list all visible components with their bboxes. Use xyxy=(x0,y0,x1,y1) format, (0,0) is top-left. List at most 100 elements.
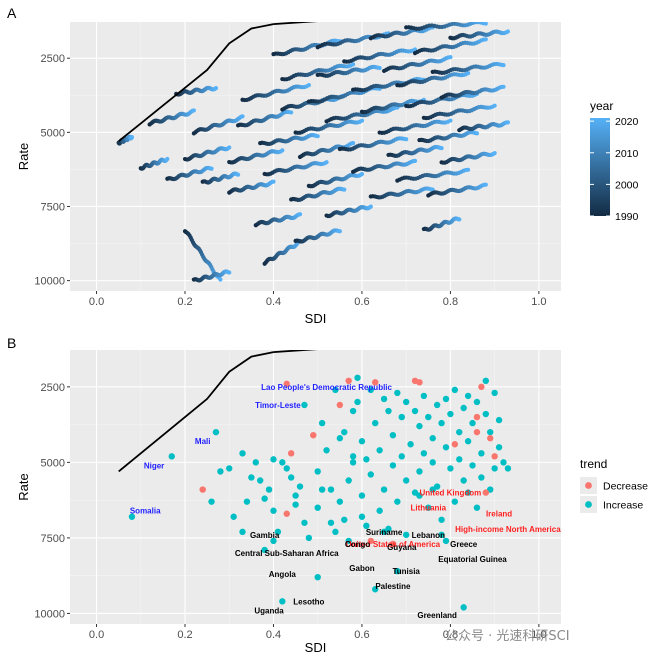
y-axis-title: Rate xyxy=(16,143,31,170)
increase-point xyxy=(217,468,224,475)
country-year-point xyxy=(448,118,453,123)
decrease-point xyxy=(367,537,374,545)
country-year-point xyxy=(412,158,418,163)
decrease-point xyxy=(482,489,490,496)
x-tick-label: 0.2 xyxy=(177,629,192,641)
country-annotation: Ireland xyxy=(486,510,512,519)
country-year-point xyxy=(404,137,409,142)
increase-point xyxy=(385,407,392,415)
increase-point xyxy=(270,456,277,463)
country-year-point xyxy=(280,148,285,153)
x-tick-label: 0.2 xyxy=(177,296,192,308)
watermark-text: 公众号 · 光速科研SCI xyxy=(445,629,570,644)
decrease-point xyxy=(345,377,352,385)
increase-point xyxy=(416,422,423,430)
increase-point xyxy=(318,419,326,427)
country-year-point xyxy=(448,55,453,60)
increase-point xyxy=(438,516,445,523)
increase-point xyxy=(314,468,321,475)
country-annotation: Lesotho xyxy=(293,597,324,606)
country-annotation: High-income North America xyxy=(455,525,561,534)
country-year-point xyxy=(466,167,471,172)
country-annotation: Gabon xyxy=(349,564,374,573)
increase-point xyxy=(265,486,273,493)
increase-point xyxy=(398,453,405,460)
increase-point xyxy=(482,410,490,418)
increase-point xyxy=(296,483,304,490)
increase-point xyxy=(447,465,454,472)
increase-point xyxy=(394,389,401,397)
increase-point xyxy=(380,486,388,493)
increase-point xyxy=(469,462,476,469)
legend-title: year xyxy=(590,99,613,113)
country-year-point xyxy=(342,187,347,192)
increase-point xyxy=(318,486,326,493)
increase-point xyxy=(349,407,357,415)
country-year-point xyxy=(165,156,170,162)
increase-point xyxy=(451,386,459,394)
x-tick-label: 0.8 xyxy=(443,296,458,308)
country-year-point xyxy=(240,114,245,119)
year-legend: year 1990 2000 2010 2020 xyxy=(590,99,639,223)
increase-point xyxy=(327,519,335,526)
increase-point xyxy=(482,377,490,385)
decrease-point xyxy=(478,383,485,391)
colorbar-label: 1990 xyxy=(615,211,639,223)
country-year-point xyxy=(337,229,342,234)
decrease-point xyxy=(336,401,344,409)
panel-b: 0.0 0.2 0.4 0.6 0.8 1.0 2500 5000 7500 10000 SDI Ra… xyxy=(16,350,561,655)
increase-point xyxy=(252,459,259,466)
increase-point xyxy=(473,398,481,406)
country-year-point xyxy=(501,63,506,68)
increase-point xyxy=(358,513,366,520)
increase-point xyxy=(460,404,467,412)
increase-point xyxy=(274,528,282,536)
increase-point xyxy=(491,389,498,397)
increase-point xyxy=(416,468,423,475)
increase-point xyxy=(301,401,308,409)
country-year-point xyxy=(457,217,462,222)
increase-point xyxy=(389,462,397,469)
increase-point xyxy=(354,374,361,381)
decrease-point xyxy=(473,413,481,421)
increase-point xyxy=(473,504,481,511)
increase-point xyxy=(212,428,220,436)
increase-point xyxy=(314,504,321,511)
decrease-point xyxy=(416,379,423,386)
increase-point xyxy=(438,531,445,539)
x-axis-title: SDI xyxy=(305,640,327,655)
increase-point xyxy=(380,395,388,403)
country-year-point xyxy=(306,83,311,88)
increase-point xyxy=(504,465,512,472)
country-annotation: Equatorial Guinea xyxy=(438,555,507,564)
increase-point xyxy=(301,519,308,526)
frontier-line xyxy=(118,350,495,473)
increase-point xyxy=(230,513,237,520)
legend-label: Increase xyxy=(603,500,643,512)
x-tick-label: 0.6 xyxy=(354,296,369,308)
country-year-point xyxy=(227,145,232,150)
increase-point xyxy=(243,498,251,505)
country-year-point xyxy=(191,108,196,113)
panel-a: 0.0 0.2 0.4 0.6 0.8 1.0 2500 5000 7500 10000 SDI Ra… xyxy=(16,22,561,326)
increase-point xyxy=(358,492,366,499)
y-axis-title: Rate xyxy=(16,473,31,500)
country-year-point xyxy=(505,120,511,125)
increase-point xyxy=(367,386,374,394)
increase-point xyxy=(332,386,339,394)
increase-point xyxy=(420,392,428,400)
country-annotation: Somalia xyxy=(130,507,161,516)
increase-point xyxy=(287,474,295,481)
increase-point xyxy=(292,492,299,499)
decrease-point xyxy=(199,486,206,493)
y-tick-label: 5000 xyxy=(41,457,65,469)
country-year-point xyxy=(439,146,444,151)
increase-point xyxy=(438,419,445,427)
increase-point xyxy=(341,516,348,523)
increase-point xyxy=(226,465,233,472)
increase-point xyxy=(283,465,290,472)
increase-point xyxy=(460,604,467,611)
decrease-point xyxy=(283,510,290,517)
increase-point xyxy=(433,401,441,409)
